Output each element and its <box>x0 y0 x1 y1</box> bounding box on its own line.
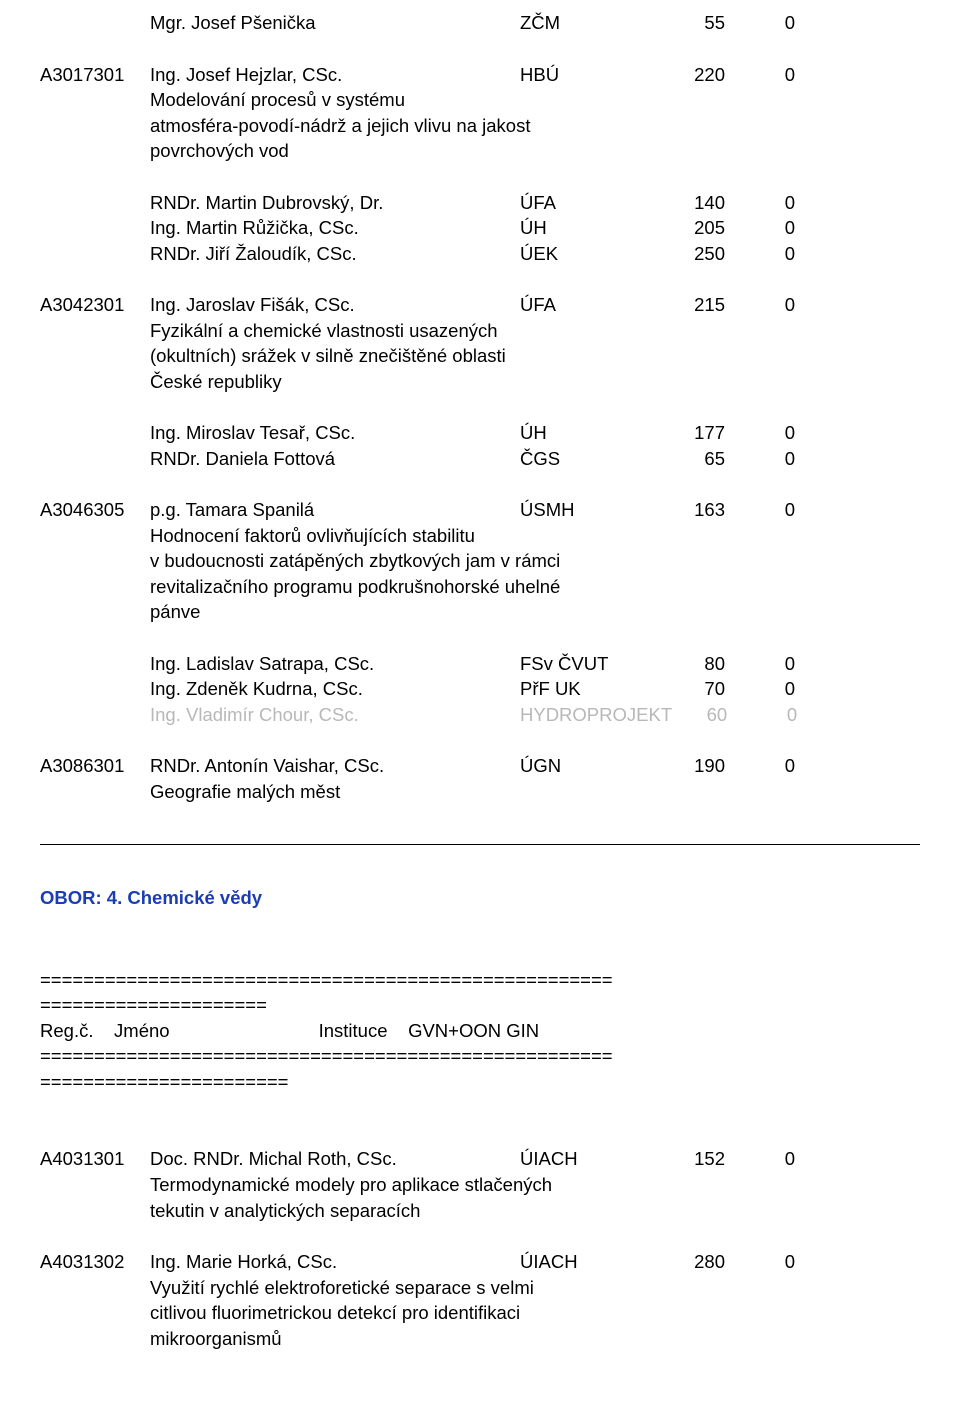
person-inst: ÚIACH <box>520 1146 670 1172</box>
person-name: Mgr. Josef Pšenička <box>150 10 520 36</box>
person-row-faded: Ing. Vladimír Chour, CSc. HYDROPROJEKT 6… <box>40 702 920 728</box>
divider-equals: ======================= <box>40 1069 920 1095</box>
value-2: 0 <box>725 497 795 523</box>
value-1: 60 <box>672 702 727 728</box>
value-1: 140 <box>670 190 725 216</box>
person-inst: PřF UK <box>520 676 670 702</box>
person-inst: HBÚ <box>520 62 670 88</box>
person-inst: ÚH <box>520 215 670 241</box>
person-inst: HYDROPROJEKT <box>520 702 672 728</box>
section-heading: OBOR: 4. Chemické vědy <box>40 885 920 911</box>
section-divider <box>40 844 920 845</box>
person-name: Ing. Vladimír Chour, CSc. <box>150 702 520 728</box>
value-1: 152 <box>670 1146 725 1172</box>
value-1: 177 <box>670 420 725 446</box>
person-name: Ing. Josef Hejzlar, CSc. <box>150 62 520 88</box>
person-name: RNDr. Daniela Fottová <box>150 446 520 472</box>
project-code: A3017301 <box>40 62 150 88</box>
value-2: 0 <box>725 62 795 88</box>
value-1: 80 <box>670 651 725 677</box>
person-name: Ing. Zdeněk Kudrna, CSc. <box>150 676 520 702</box>
person-name: Ing. Martin Růžička, CSc. <box>150 215 520 241</box>
divider-equals: ===================== <box>40 992 920 1018</box>
project-desc: Termodynamické modely pro aplikace stlač… <box>40 1172 750 1223</box>
project-desc: Využití rychlé elektroforetické separace… <box>40 1275 750 1352</box>
value-2: 0 <box>725 651 795 677</box>
project-desc: Geografie malých měst <box>40 779 750 805</box>
value-2: 0 <box>725 292 795 318</box>
value-1: 190 <box>670 753 725 779</box>
person-row: Ing. Martin Růžička, CSc. ÚH 205 0 <box>40 215 920 241</box>
divider-equals: ========================================… <box>40 967 920 993</box>
project-code: A3086301 <box>40 753 150 779</box>
person-name: Ing. Jaroslav Fišák, CSc. <box>150 292 520 318</box>
value-1: 280 <box>670 1249 725 1275</box>
project-lead-row: A4031301 Doc. RNDr. Michal Roth, CSc. ÚI… <box>40 1146 920 1172</box>
person-inst: ÚH <box>520 420 670 446</box>
project-code: A3046305 <box>40 497 150 523</box>
value-2: 0 <box>725 676 795 702</box>
value-2: 0 <box>725 10 795 36</box>
value-2: 0 <box>725 753 795 779</box>
project-code: A4031302 <box>40 1249 150 1275</box>
value-1: 70 <box>670 676 725 702</box>
value-1: 215 <box>670 292 725 318</box>
table-header: Reg.č. Jméno Instituce GVN+OON GIN <box>40 1018 920 1044</box>
value-2: 0 <box>727 702 797 728</box>
value-1: 65 <box>670 446 725 472</box>
value-2: 0 <box>725 1249 795 1275</box>
value-1: 220 <box>670 62 725 88</box>
person-row: Ing. Miroslav Tesař, CSc. ÚH 177 0 <box>40 420 920 446</box>
value-2: 0 <box>725 420 795 446</box>
person-name: RNDr. Martin Dubrovský, Dr. <box>150 190 520 216</box>
person-row: Mgr. Josef Pšenička ZČM 55 0 <box>40 10 920 36</box>
person-row: RNDr. Daniela Fottová ČGS 65 0 <box>40 446 920 472</box>
divider-equals: ========================================… <box>40 1043 920 1069</box>
project-code: A3042301 <box>40 292 150 318</box>
project-lead-row: A4031302 Ing. Marie Horká, CSc. ÚIACH 28… <box>40 1249 920 1275</box>
value-2: 0 <box>725 446 795 472</box>
value-2: 0 <box>725 215 795 241</box>
person-name: RNDr. Jiří Žaloudík, CSc. <box>150 241 520 267</box>
person-name: Ing. Ladislav Satrapa, CSc. <box>150 651 520 677</box>
project-desc: Fyzikální a chemické vlastnosti usazenýc… <box>40 318 750 395</box>
value-2: 0 <box>725 241 795 267</box>
person-inst: ČGS <box>520 446 670 472</box>
value-1: 163 <box>670 497 725 523</box>
person-name: Doc. RNDr. Michal Roth, CSc. <box>150 1146 520 1172</box>
person-name: Ing. Marie Horká, CSc. <box>150 1249 520 1275</box>
project-lead-row: A3046305 p.g. Tamara Spanilá ÚSMH 163 0 <box>40 497 920 523</box>
project-lead-row: A3017301 Ing. Josef Hejzlar, CSc. HBÚ 22… <box>40 62 920 88</box>
value-2: 0 <box>725 1146 795 1172</box>
person-inst: ZČM <box>520 10 670 36</box>
person-name: p.g. Tamara Spanilá <box>150 497 520 523</box>
project-code: A4031301 <box>40 1146 150 1172</box>
value-1: 250 <box>670 241 725 267</box>
person-inst: ÚGN <box>520 753 670 779</box>
person-row: RNDr. Jiří Žaloudík, CSc. ÚEK 250 0 <box>40 241 920 267</box>
project-lead-row: A3086301 RNDr. Antonín Vaishar, CSc. ÚGN… <box>40 753 920 779</box>
person-inst: ÚFA <box>520 292 670 318</box>
person-row: RNDr. Martin Dubrovský, Dr. ÚFA 140 0 <box>40 190 920 216</box>
value-2: 0 <box>725 190 795 216</box>
person-row: Ing. Ladislav Satrapa, CSc. FSv ČVUT 80 … <box>40 651 920 677</box>
project-desc: Modelování procesů v systému atmosféra-p… <box>40 87 750 164</box>
person-name: Ing. Miroslav Tesař, CSc. <box>150 420 520 446</box>
value-1: 205 <box>670 215 725 241</box>
person-row: Ing. Zdeněk Kudrna, CSc. PřF UK 70 0 <box>40 676 920 702</box>
person-inst: FSv ČVUT <box>520 651 670 677</box>
value-1: 55 <box>670 10 725 36</box>
page: Mgr. Josef Pšenička ZČM 55 0 A3017301 In… <box>0 0 960 1391</box>
project-lead-row: A3042301 Ing. Jaroslav Fišák, CSc. ÚFA 2… <box>40 292 920 318</box>
project-desc: Hodnocení faktorů ovlivňujících stabilit… <box>40 523 750 625</box>
person-inst: ÚIACH <box>520 1249 670 1275</box>
person-name: RNDr. Antonín Vaishar, CSc. <box>150 753 520 779</box>
person-inst: ÚSMH <box>520 497 670 523</box>
person-inst: ÚEK <box>520 241 670 267</box>
person-inst: ÚFA <box>520 190 670 216</box>
